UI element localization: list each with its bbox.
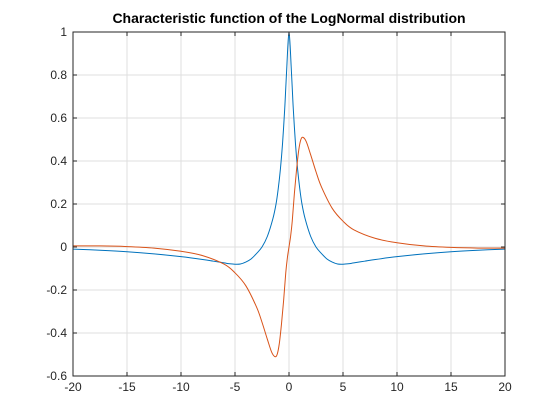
x-tick-label: 10 (390, 380, 404, 394)
x-tick-label: -5 (230, 380, 241, 394)
y-tick-label: 0 (60, 240, 67, 254)
x-tick-label: 5 (340, 380, 347, 394)
chart-title: Characteristic function of the LogNormal… (112, 10, 465, 26)
x-tick-label: -15 (118, 380, 136, 394)
y-tick-label: 0.2 (50, 197, 67, 211)
series-line-2 (72, 136, 506, 358)
y-tick-label: -0.6 (46, 369, 67, 383)
x-tick-label: -10 (172, 380, 190, 394)
x-tick-label: -20 (64, 380, 82, 394)
y-tick-label: -0.2 (46, 283, 67, 297)
x-tick-label: 0 (286, 380, 293, 394)
y-tick-label: 1 (60, 25, 67, 39)
grid-layer (73, 32, 505, 376)
y-tick-label: 0.6 (50, 111, 67, 125)
y-tick-label: 0.4 (50, 154, 67, 168)
y-tick-label: -0.4 (46, 326, 67, 340)
x-tick-label: 20 (498, 380, 512, 394)
x-tick-label: 15 (444, 380, 458, 394)
tick-layer: -20 -15 -10 -5 0 5 10 15 20 -0.6 -0.4 -0.2 0 0.2 0.4 0.… (46, 25, 512, 394)
y-tick-label: 0.8 (50, 68, 67, 82)
